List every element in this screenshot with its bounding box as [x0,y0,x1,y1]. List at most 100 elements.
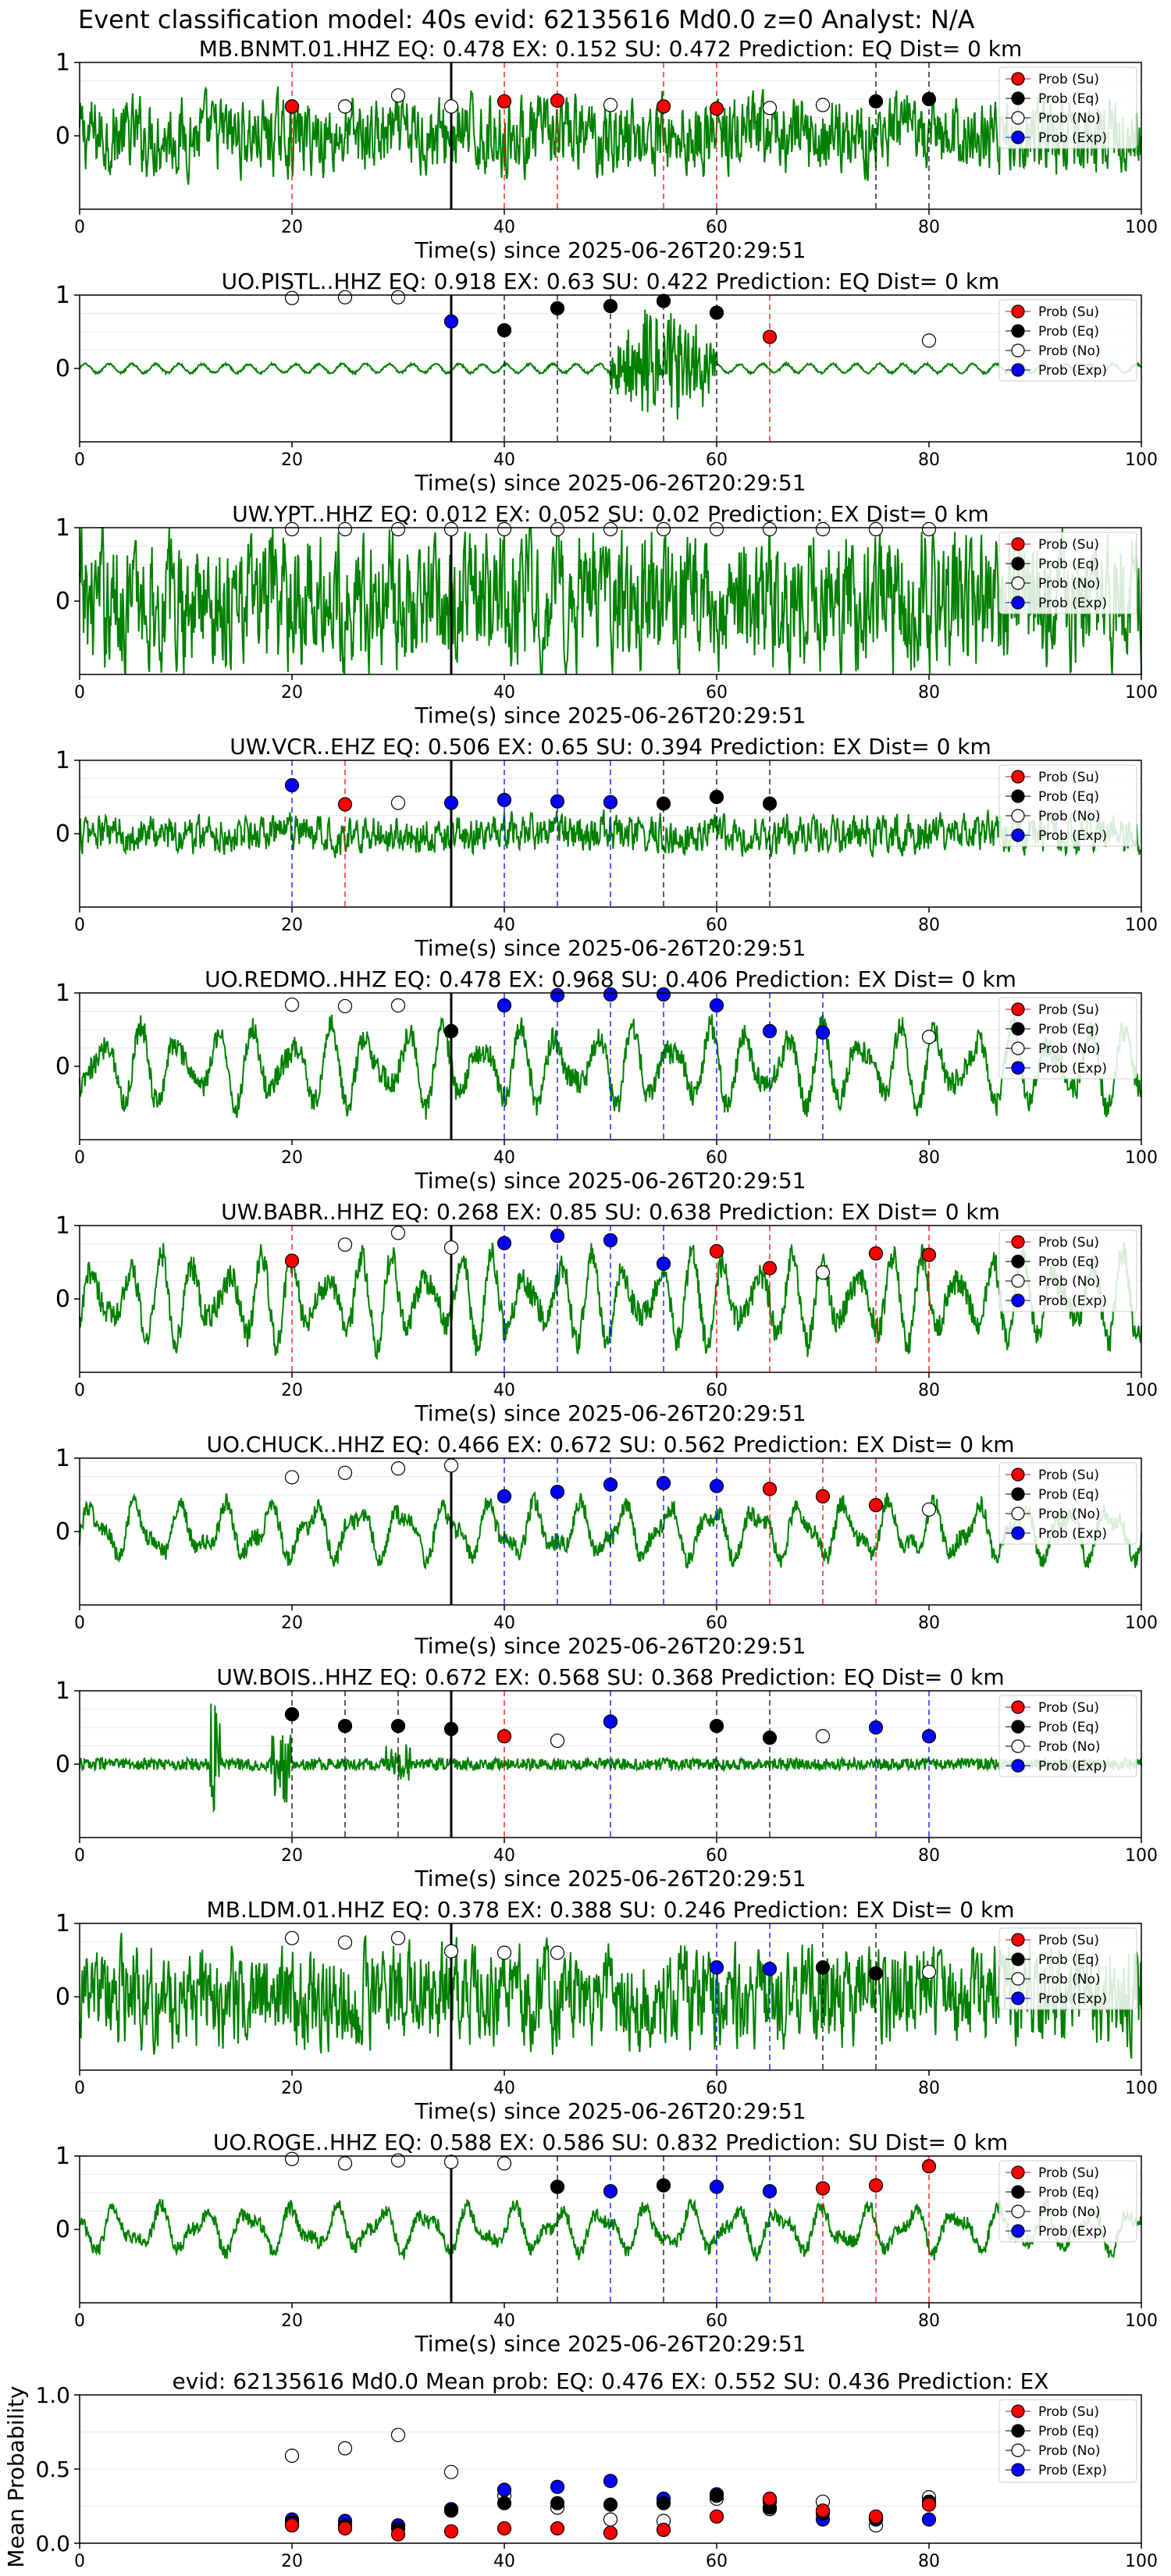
legend-box [998,1695,1137,1777]
prob-point-exp [550,987,565,1002]
legend-label: Prob (Su) [1038,1235,1099,1251]
prob-point-su [921,2497,937,2512]
legend-label: Prob (Su) [1038,770,1099,785]
legend-label: Prob (Su) [1038,2404,1099,2420]
x-tick-label: 100 [1125,1614,1158,1633]
prob-point-exp [550,1229,565,1244]
legend-box [998,997,1137,1080]
prob-point-no [443,2464,459,2479]
prob-point-exp [603,1477,618,1492]
x-axis-label: Time(s) since 2025-06-26T20:29:51 [414,703,806,728]
legend-box [998,66,1137,149]
legend-marker-no [1011,576,1025,590]
x-tick-label: 100 [1125,1381,1158,1400]
prob-point-su [284,1254,300,1268]
x-tick-label: 20 [281,683,303,703]
prob-point-su [762,1482,778,1496]
prob-point-no [390,998,406,1013]
x-tick-label: 100 [1125,2552,1158,2571]
x-tick-label: 60 [706,1614,728,1633]
legend-marker-no [1011,1274,1025,1288]
prob-point-no [337,290,353,304]
legend-label: Prob (Eq) [1038,1720,1099,1735]
legend-marker-exp [1011,828,1025,842]
prob-point-eq [762,796,778,811]
prob-point-eq [709,1719,724,1734]
panel-title: MB.LDM.01.HHZ EQ: 0.378 EX: 0.388 SU: 0.… [207,1897,1015,1923]
x-axis-label: Time(s) since 2025-06-26T20:29:51 [414,470,806,496]
legend-marker-eq [1011,1952,1025,1966]
prob-point-no [921,1030,937,1044]
prob-point-su [709,101,724,116]
y-tick-label: 0 [55,1984,70,2011]
x-tick-label: 20 [281,218,303,237]
prob-point-eq [550,2179,565,2194]
x-tick-label: 60 [706,2552,728,2571]
x-tick-label: 20 [281,1381,303,1400]
legend-label: Prob (Su) [1038,1700,1099,1716]
legend-marker-su [1011,1235,1025,1249]
legend-label: Prob (No) [1038,1041,1101,1057]
station-panel: UW.BABR..HHZ EQ: 0.268 EX: 0.85 SU: 0.63… [55,1199,1158,1426]
prob-point-su [337,797,353,812]
prob-point-eq [443,2503,459,2518]
legend-marker-no [1011,2204,1025,2218]
legend-label: Prob (Su) [1038,304,1099,320]
prob-point-exp [603,795,618,809]
legend-label: Prob (No) [1038,2204,1101,2220]
x-tick-label: 60 [706,916,728,935]
waveform-trace [79,1014,1142,1120]
legend-label: Prob (Exp) [1038,130,1107,146]
panel-title: evid: 62135616 Md0.0 Mean prob: EQ: 0.47… [173,2368,1049,2394]
station-panel: UO.REDMO..HHZ EQ: 0.478 EX: 0.968 SU: 0.… [55,966,1158,1194]
legend-label: Prob (No) [1038,2443,1101,2459]
panel-title: UO.ROGE..HHZ EQ: 0.588 EX: 0.586 SU: 0.8… [213,2129,1008,2155]
x-tick-label: 80 [918,1614,940,1633]
prob-point-no [284,2151,300,2166]
prob-point-no [550,521,565,536]
x-axis-label: Time(s) since 2025-06-26T20:29:51 [414,2098,806,2124]
legend-marker-exp [1011,1759,1025,1773]
prob-point-no [921,333,937,348]
legend-box [998,2160,1137,2243]
x-tick-label: 40 [493,218,515,237]
legend-label: Prob (Exp) [1038,1061,1107,1076]
prob-point-su [709,1244,724,1259]
prob-point-eq [443,1023,459,1038]
legend-marker-exp [1011,1293,1025,1308]
prob-point-no [337,99,353,114]
panel-title: UO.PISTL..HHZ EQ: 0.918 EX: 0.63 SU: 0.4… [222,269,1000,294]
legend-label: Prob (No) [1038,576,1101,592]
prob-point-su [868,1246,884,1261]
prob-point-no [497,2156,512,2171]
x-tick-label: 80 [918,683,940,703]
legend-label: Prob (Su) [1038,1933,1099,1948]
x-tick-label: 60 [706,1148,728,1168]
x-tick-label: 60 [706,450,728,470]
prob-point-eq [497,323,512,338]
legend-marker-eq [1011,789,1025,803]
legend-label: Prob (Eq) [1038,557,1099,572]
prob-point-no [337,1237,353,1252]
prob-point-eq [868,94,884,109]
x-tick-label: 40 [493,2079,515,2098]
x-tick-label: 100 [1125,1148,1158,1168]
x-axis-label: Time(s) since 2025-06-26T20:29:51 [414,1633,806,1659]
legend-label: Prob (Su) [1038,72,1099,87]
legend-marker-no [1011,1507,1025,1521]
prob-point-su [390,2527,406,2542]
legend-label: Prob (No) [1038,111,1101,126]
prob-point-eq [656,2496,671,2510]
x-tick-label: 100 [1125,916,1158,935]
y-tick-label: 0 [55,1286,70,1313]
panel-title: UW.BABR..HHZ EQ: 0.268 EX: 0.85 SU: 0.63… [221,1199,1000,1225]
legend-marker-su [1011,537,1025,551]
prob-point-exp [497,1236,512,1251]
legend-marker-su [1011,1933,1025,1947]
x-tick-label: 100 [1125,1846,1158,1866]
legend-marker-no [1011,1972,1025,1986]
legend-label: Prob (No) [1038,809,1101,824]
prob-point-no [390,290,406,304]
legend-marker-su [1011,72,1025,86]
legend-label: Prob (No) [1038,1274,1101,1290]
